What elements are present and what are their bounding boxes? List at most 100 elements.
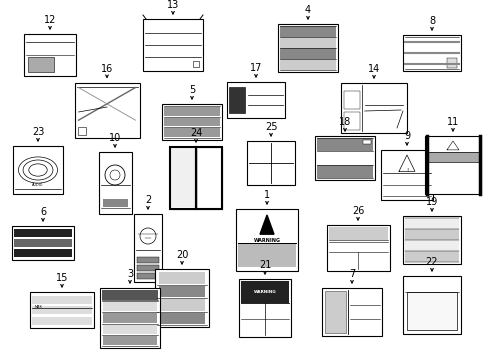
Text: 7: 7 <box>348 269 354 279</box>
Bar <box>402 276 460 334</box>
Bar <box>98 152 131 214</box>
Bar <box>326 225 389 271</box>
Bar <box>159 312 204 324</box>
Bar <box>102 199 127 207</box>
Bar <box>343 91 359 109</box>
Bar <box>30 292 94 328</box>
Bar <box>241 281 288 303</box>
Bar <box>14 249 72 257</box>
Text: 21: 21 <box>258 260 271 270</box>
Bar <box>193 61 199 67</box>
Bar <box>239 279 290 337</box>
Bar <box>155 269 208 327</box>
Text: 6: 6 <box>40 207 46 217</box>
Text: MAX: MAX <box>35 305 42 309</box>
Bar <box>402 216 460 264</box>
Bar <box>163 107 220 116</box>
Bar <box>137 265 159 271</box>
Text: 2: 2 <box>144 195 151 205</box>
Bar <box>196 147 222 209</box>
Text: AUDIO: AUDIO <box>32 183 43 187</box>
Text: 9: 9 <box>403 131 409 141</box>
Text: 22: 22 <box>425 257 437 267</box>
Text: WARNING: WARNING <box>253 238 280 243</box>
Bar <box>14 229 72 237</box>
Bar <box>28 57 54 72</box>
Bar <box>14 239 72 247</box>
Bar <box>77 126 85 135</box>
Bar <box>316 138 372 151</box>
Bar <box>226 82 285 118</box>
Text: 16: 16 <box>101 63 113 73</box>
Text: 4: 4 <box>305 5 310 15</box>
Bar <box>362 140 370 144</box>
Bar <box>103 314 157 323</box>
Text: 25: 25 <box>264 122 277 132</box>
Text: 10: 10 <box>109 133 121 143</box>
Bar <box>100 288 160 348</box>
Text: 18: 18 <box>338 117 350 127</box>
Bar <box>12 226 74 260</box>
Bar <box>404 251 458 262</box>
Bar <box>236 209 297 271</box>
Text: 19: 19 <box>425 197 437 207</box>
Bar <box>159 285 204 297</box>
Bar <box>137 257 159 263</box>
Bar <box>280 37 335 48</box>
Bar <box>280 48 335 59</box>
Bar <box>446 58 456 68</box>
Bar <box>321 288 381 336</box>
Bar <box>32 306 92 314</box>
Bar <box>163 118 220 126</box>
Bar <box>102 290 158 300</box>
Bar <box>404 229 458 240</box>
Bar <box>278 24 337 72</box>
Text: 13: 13 <box>166 0 179 10</box>
Bar <box>343 112 359 130</box>
Bar <box>134 214 162 282</box>
Bar <box>32 317 92 325</box>
Text: 8: 8 <box>428 16 434 26</box>
Bar <box>426 152 478 162</box>
Bar <box>328 227 386 240</box>
Polygon shape <box>398 155 414 171</box>
Text: 5: 5 <box>188 85 195 95</box>
Bar <box>280 59 335 70</box>
Bar <box>314 136 374 180</box>
Bar <box>163 128 220 137</box>
Text: 11: 11 <box>446 117 458 127</box>
Bar <box>103 325 157 334</box>
Bar <box>340 83 406 133</box>
Bar <box>424 136 480 194</box>
Bar <box>404 240 458 251</box>
Bar <box>159 299 204 310</box>
Text: WARNING: WARNING <box>253 290 276 294</box>
Bar <box>159 272 204 284</box>
Bar <box>142 19 203 71</box>
Bar <box>24 34 76 76</box>
Bar <box>246 141 294 185</box>
Bar <box>162 104 222 140</box>
Text: 20: 20 <box>176 250 188 260</box>
Bar <box>74 82 139 138</box>
Text: !: ! <box>405 168 407 173</box>
Bar <box>170 147 196 209</box>
Text: 14: 14 <box>367 64 379 74</box>
Bar <box>406 292 456 330</box>
Bar <box>137 273 159 279</box>
Bar <box>32 296 92 304</box>
Text: 12: 12 <box>44 15 56 25</box>
Bar <box>325 291 345 333</box>
Bar <box>103 336 157 345</box>
Bar <box>103 302 157 311</box>
Bar <box>380 150 432 200</box>
Bar <box>103 291 157 300</box>
Bar <box>402 35 460 71</box>
Text: 3: 3 <box>127 269 133 279</box>
Bar <box>316 151 372 165</box>
Bar <box>316 165 372 178</box>
Bar <box>172 149 195 207</box>
Bar <box>170 147 222 209</box>
Text: 1: 1 <box>264 190 269 200</box>
Bar <box>238 244 295 267</box>
